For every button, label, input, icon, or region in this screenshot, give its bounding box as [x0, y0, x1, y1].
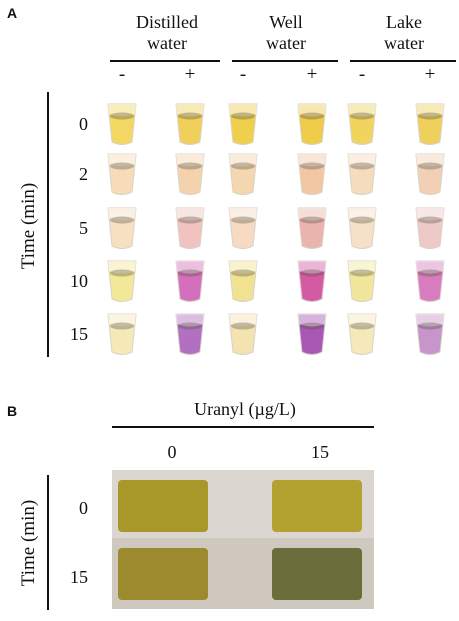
sample-tube	[415, 207, 445, 249]
sample-tube	[107, 153, 137, 195]
column-header-line2: water	[147, 33, 187, 53]
test-strip	[272, 480, 362, 532]
sample-tube	[228, 260, 258, 302]
panel-b-row-label-15: 15	[70, 567, 88, 587]
column-header-line1: Well	[269, 12, 303, 32]
column-header-lake: Lake water	[354, 12, 454, 54]
sample-tube	[415, 313, 445, 355]
plus-label: +	[184, 64, 196, 85]
plus-label: +	[306, 64, 318, 85]
sample-tube	[347, 103, 377, 145]
panel-b-title-rule	[112, 426, 374, 428]
sample-tube	[228, 313, 258, 355]
sample-tube	[415, 153, 445, 195]
panel-a-row-label-0: 0	[79, 114, 88, 134]
sample-tube	[107, 207, 137, 249]
sample-tube	[297, 153, 327, 195]
panel-a-row-label-5: 5	[79, 218, 88, 238]
column-rule-lake	[350, 60, 456, 62]
panel-b-title: Uranyl (µg/L)	[194, 399, 296, 419]
minus-label: -	[358, 64, 366, 85]
test-strip	[118, 548, 208, 600]
test-strip	[272, 548, 362, 600]
sample-tube	[347, 313, 377, 355]
panel-a-letter: A	[7, 5, 18, 21]
sample-tube	[297, 260, 327, 302]
sample-tube	[107, 260, 137, 302]
minus-label: -	[239, 64, 247, 85]
minus-label: -	[118, 64, 126, 85]
sample-tube	[228, 103, 258, 145]
panel-b-y-label: Time (min)	[18, 499, 39, 587]
panel-a-row-label-2: 2	[79, 164, 88, 184]
sample-tube	[347, 153, 377, 195]
sample-tube	[297, 313, 327, 355]
strip-photo-background	[112, 470, 374, 609]
sample-tube	[175, 207, 205, 249]
plus-label: +	[424, 64, 436, 85]
sample-tube	[297, 207, 327, 249]
column-header-line1: Distilled	[136, 12, 198, 32]
sample-tube	[347, 207, 377, 249]
panel-b-column-15: 15	[311, 442, 329, 462]
panel-a-row-label-15: 15	[70, 324, 88, 344]
column-header-line2: water	[266, 33, 306, 53]
panel-a-y-label: Time (min)	[18, 182, 39, 270]
panel-a-time-axis	[47, 92, 49, 357]
panel-b-row-label-0: 0	[79, 498, 88, 518]
sample-tube	[107, 103, 137, 145]
sample-tube	[175, 313, 205, 355]
column-header-line1: Lake	[386, 12, 422, 32]
panel-a-row-label-10: 10	[70, 271, 88, 291]
sample-tube	[107, 313, 137, 355]
sample-tube	[228, 207, 258, 249]
sample-tube	[297, 103, 327, 145]
test-strip	[118, 480, 208, 532]
sample-tube	[175, 153, 205, 195]
sample-tube	[175, 103, 205, 145]
sample-tube	[228, 153, 258, 195]
column-header-well: Well water	[236, 12, 336, 54]
sample-tube	[175, 260, 205, 302]
panel-b-time-axis	[47, 475, 49, 610]
panel-b-letter: B	[7, 403, 18, 419]
sample-tube	[415, 103, 445, 145]
column-header-line2: water	[384, 33, 424, 53]
column-header-distilled: Distilled water	[112, 12, 222, 54]
panel-b-column-0: 0	[167, 442, 177, 462]
sample-tube	[415, 260, 445, 302]
sample-tube	[347, 260, 377, 302]
column-rule-well	[232, 60, 338, 62]
column-rule-distilled	[110, 60, 220, 62]
